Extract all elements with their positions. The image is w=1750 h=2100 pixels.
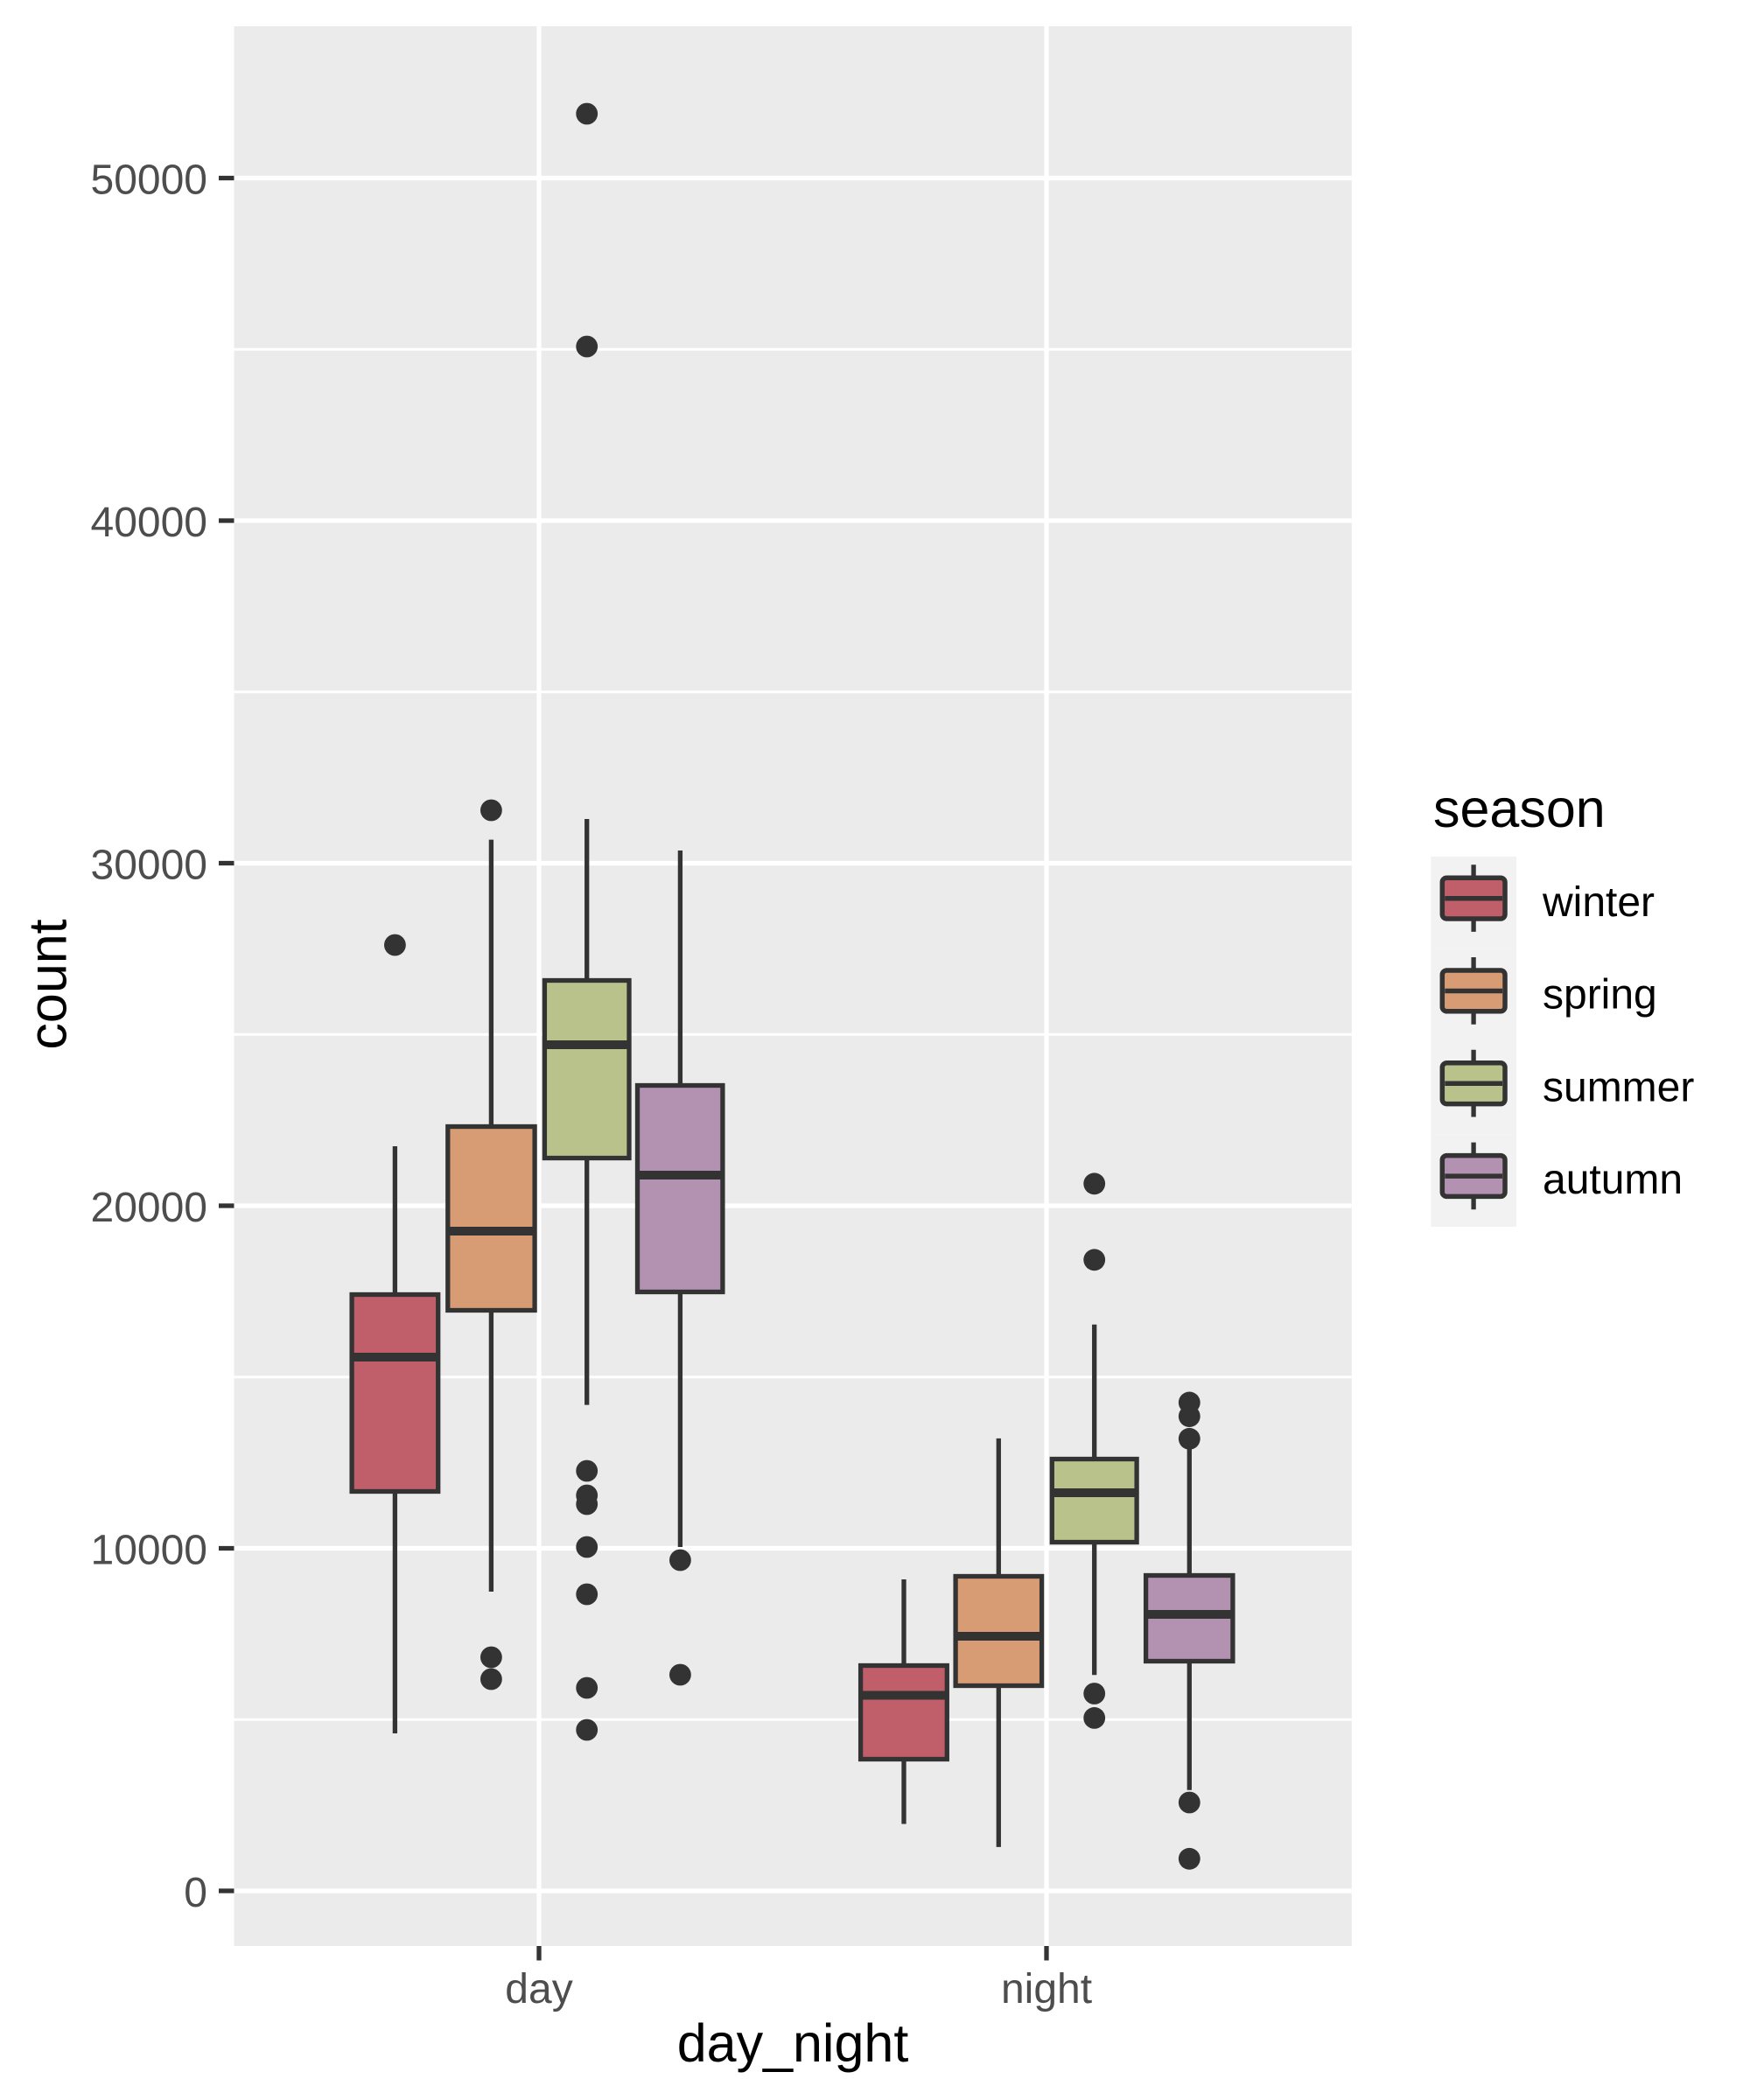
svg-text:20000: 20000 <box>91 1185 207 1231</box>
svg-text:30000: 30000 <box>91 843 207 889</box>
svg-text:night: night <box>1001 1966 1092 2012</box>
svg-text:count: count <box>18 919 78 1049</box>
svg-text:50000: 50000 <box>91 158 207 204</box>
svg-text:day_night: day_night <box>677 2013 909 2073</box>
svg-text:day: day <box>505 1966 572 2012</box>
svg-text:spring: spring <box>1543 972 1657 1018</box>
svg-text:summer: summer <box>1543 1064 1694 1110</box>
svg-text:0: 0 <box>184 1870 207 1916</box>
svg-text:winter: winter <box>1542 879 1655 926</box>
svg-text:40000: 40000 <box>91 500 207 546</box>
svg-text:10000: 10000 <box>91 1528 207 1574</box>
svg-text:season: season <box>1433 779 1606 838</box>
svg-text:autumn: autumn <box>1543 1157 1683 1203</box>
